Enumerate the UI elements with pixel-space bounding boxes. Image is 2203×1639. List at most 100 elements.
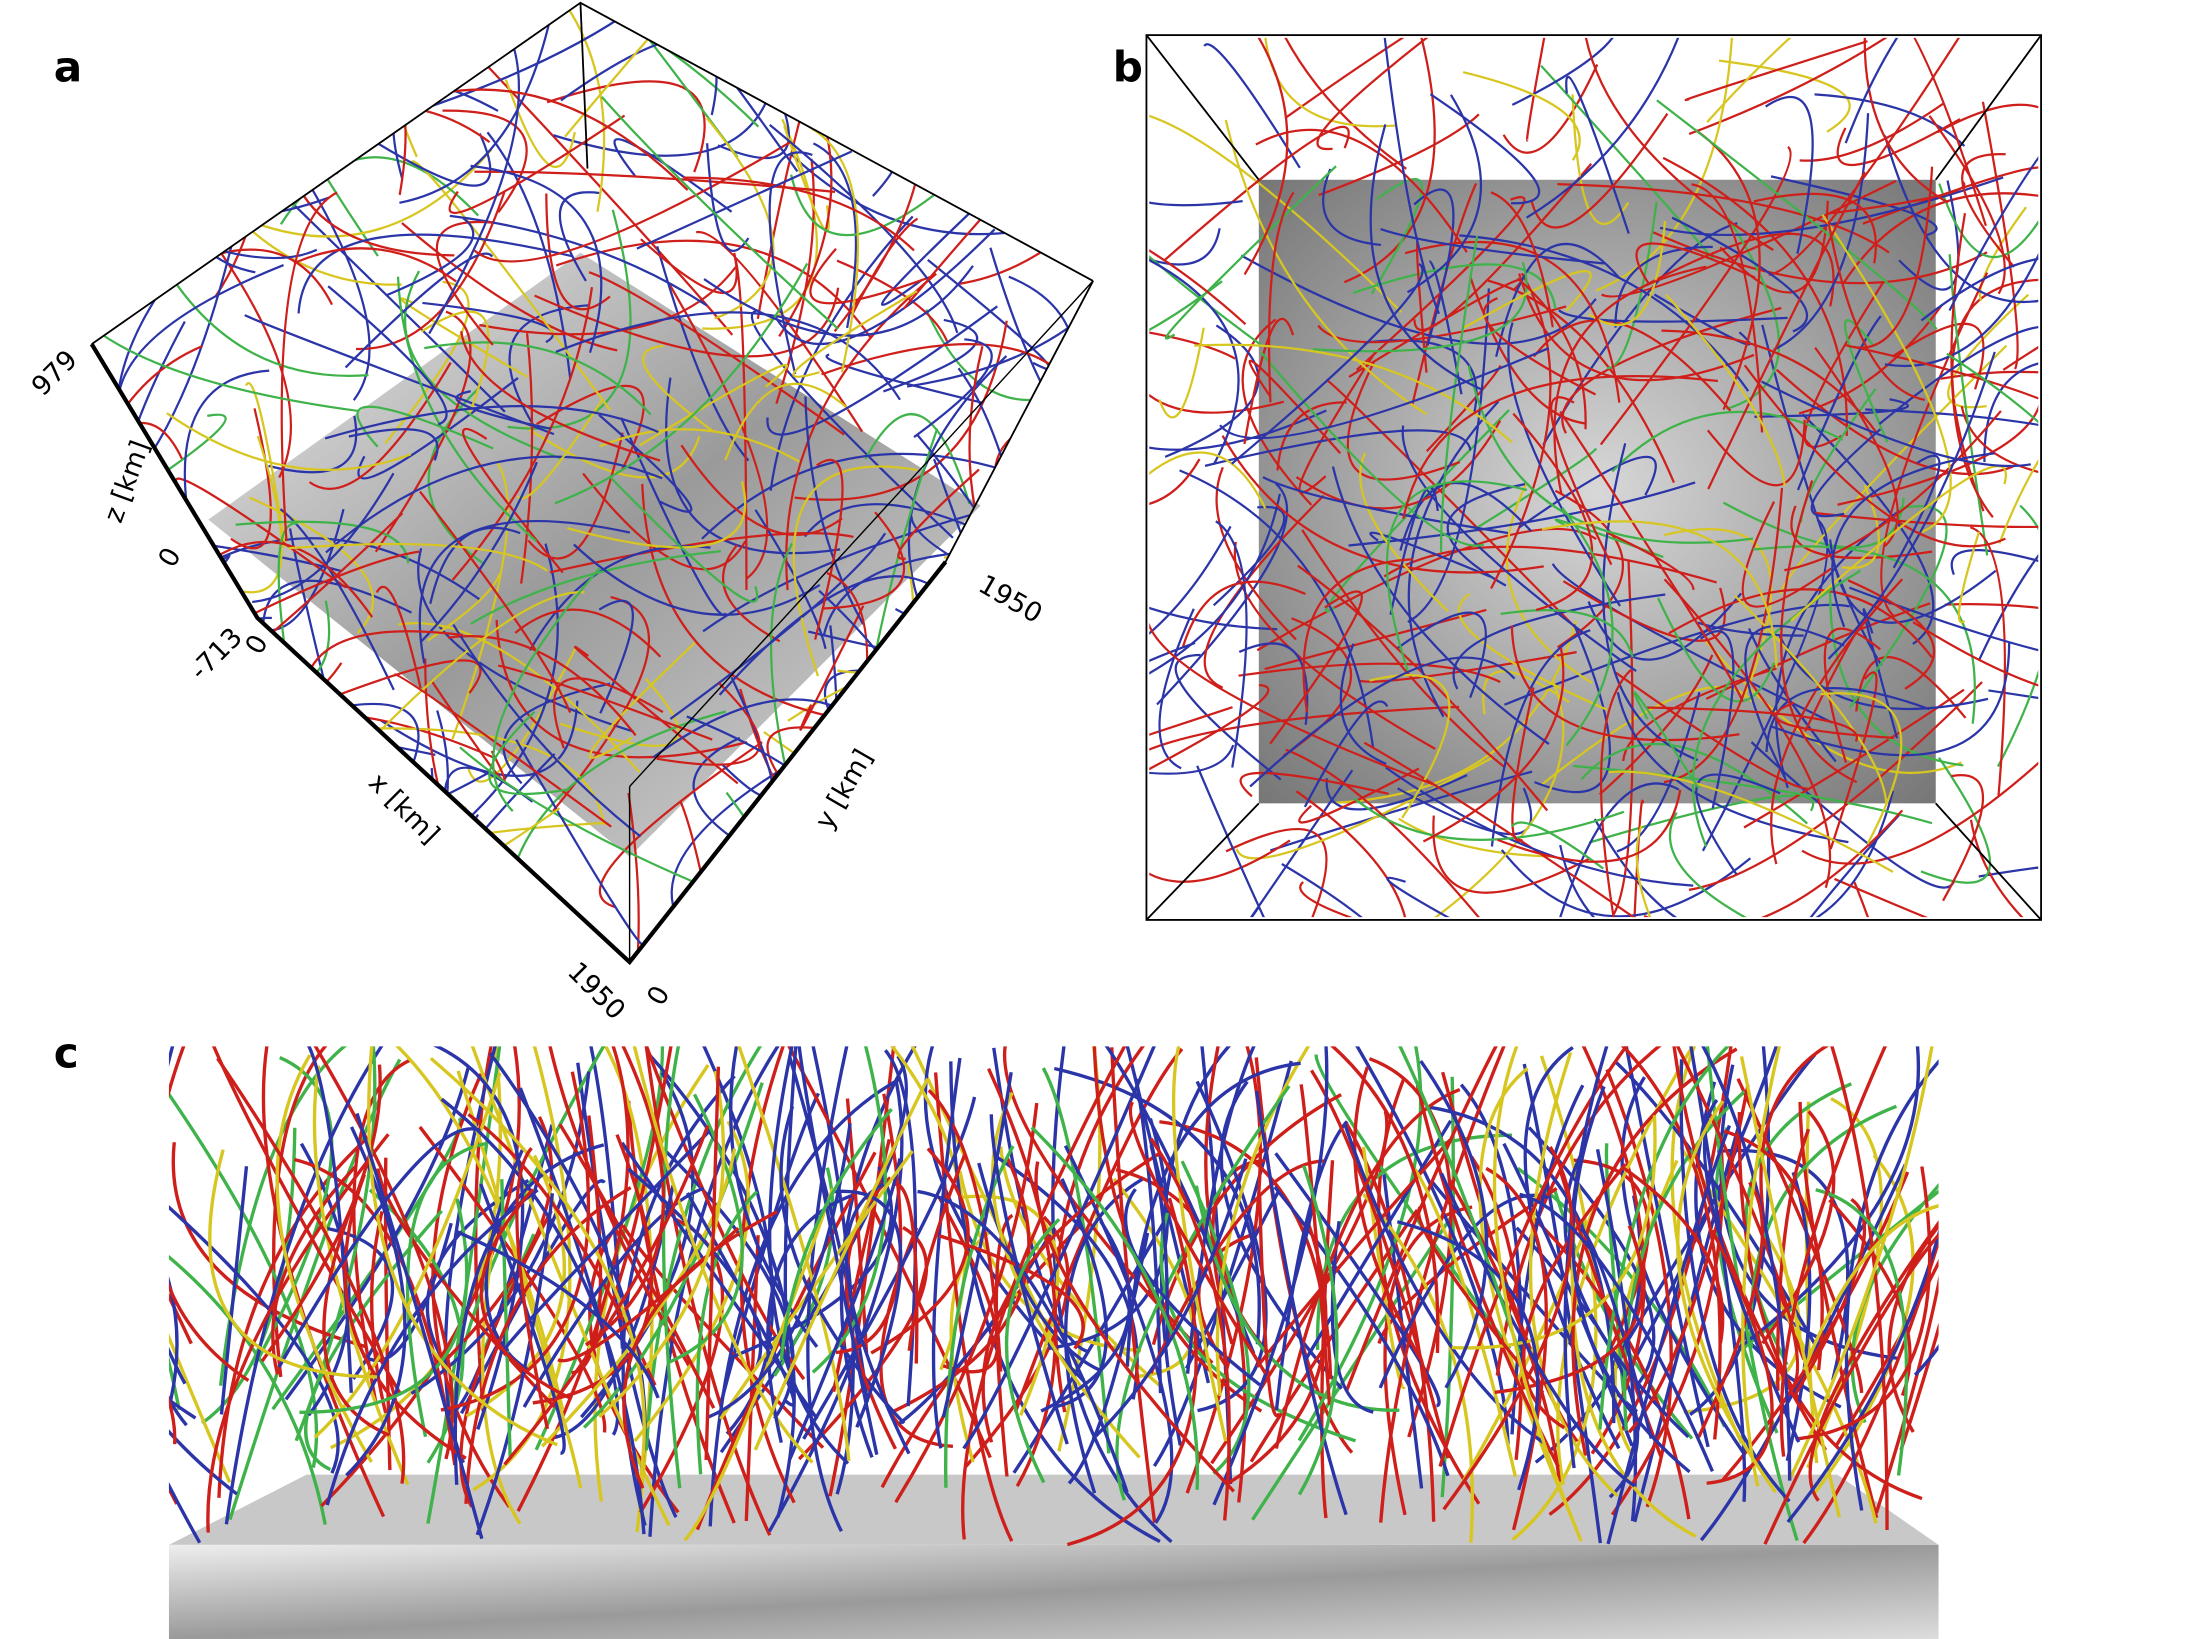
field-line [794,320,1008,501]
field-line [636,150,853,250]
field-line [1339,643,1387,765]
field-line [427,573,501,642]
field-line [456,1070,583,1489]
field-line [293,247,457,283]
field-line [1831,452,1995,628]
field-line [1297,564,1549,812]
field-line [237,662,343,711]
field-line [1948,254,1989,556]
field-line [1706,37,1792,123]
field-line [706,143,750,252]
field-line [993,411,1094,545]
field-line [1622,232,1835,307]
field-line [1149,839,1291,883]
field-line [1439,1172,1636,1488]
field-line [717,2,790,160]
field-line [1809,814,1900,918]
field-line [1159,1212,1357,1443]
field-line [1156,482,1289,706]
field-line [308,362,452,490]
field-line [1149,280,1223,332]
field-line [1892,454,1941,569]
field-line [1284,37,1407,170]
field-line [1612,559,1634,916]
field-line [1362,1193,1475,1543]
field-line [1668,588,1933,658]
field-line [289,200,506,413]
field-line [128,708,286,963]
field-line [1064,1177,1144,1494]
field-line [941,1072,1013,1418]
field-line [1691,183,1764,433]
z-min: -713 [184,622,249,687]
field-line [1149,706,1233,736]
field-line [166,412,412,471]
field-line [1784,410,2002,572]
field-line [1979,206,2027,302]
field-line [1158,608,1195,770]
field-line [608,475,759,603]
field-line [1331,466,1550,745]
field-line [399,297,528,378]
field-line [622,1210,778,1489]
field-line [462,427,564,574]
field-line [1215,466,1297,641]
field-line [1019,499,1094,521]
field-line [1091,1158,1248,1441]
field-line [938,1234,1085,1350]
field-line [1571,94,1630,225]
field-line [877,812,1001,844]
field-line [1765,686,1930,753]
field-line [783,1046,798,1392]
field-line [769,215,914,491]
field-line [455,390,551,430]
field-line [649,39,962,170]
field-line [1030,1126,1200,1490]
field-line [1530,112,1669,229]
field-line [1386,480,1528,671]
field-line [1960,405,2039,473]
field-line [325,455,663,554]
field-line [553,77,776,157]
field-line [403,270,562,460]
field-line [559,678,680,747]
field-line [1948,156,2039,312]
field-line [1518,455,1657,529]
field-line [1633,691,1700,790]
field-line [419,490,572,714]
field-lines [1149,37,2039,918]
field-line [1194,343,1513,444]
field-line [1526,37,1680,219]
field-line [588,271,845,436]
field-line [440,1071,590,1412]
x-max: 1950 [561,956,631,1026]
field-line [946,699,1009,818]
field-line [1274,1087,1461,1449]
field-line [1753,192,1877,264]
field-line [1438,1046,1629,1468]
field-line [474,170,836,193]
field-line [324,404,659,440]
field-line [1419,1059,1489,1389]
field-line [1264,37,1396,128]
field-line [584,1046,666,1347]
field-line [707,1123,852,1419]
field-line [1526,37,1546,142]
field-line [632,1046,814,1464]
field-line [1333,620,1578,805]
field-line [1706,419,1806,487]
field-line [300,25,407,196]
field-line [1158,327,1205,419]
field-line [1829,539,1997,624]
field-line [1066,1197,1198,1547]
field-line [1622,1166,1725,1344]
y-zero: 0 [641,981,676,1011]
field-line [1149,331,1236,360]
field-line [395,1046,565,1410]
panel-label: b [1113,42,1143,91]
field-line [1635,242,1756,286]
field-line [1843,318,1889,443]
field-line [419,461,538,643]
field-line [1663,528,1773,699]
field-line [1610,1053,1817,1368]
